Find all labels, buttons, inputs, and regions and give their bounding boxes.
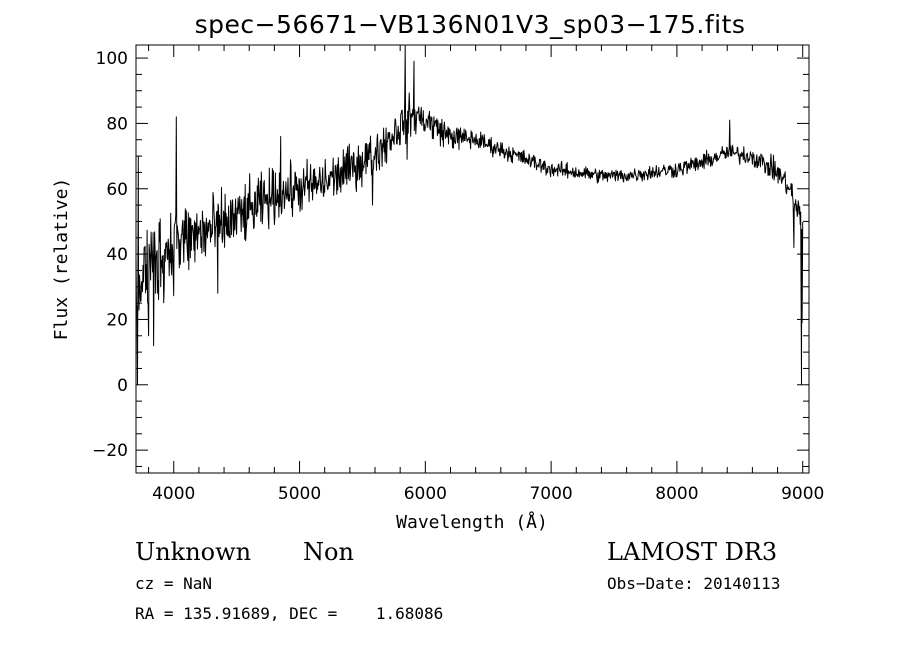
chart-title: spec−56671−VB136N01V3_sp03−175.fits [194,10,746,39]
object-subclass-label: Non [303,538,354,566]
x-tick-label: 4000 [152,484,195,504]
y-tick-label: −20 [92,441,128,461]
object-class-label: Unknown [135,538,252,566]
x-tick-label: 9000 [781,484,824,504]
y-tick-label: 20 [106,310,128,330]
y-tick-label: 0 [117,376,128,396]
x-axis-label: Wavelength (Å) [396,511,548,533]
y-tick-label: 60 [106,180,128,200]
y-tick-label: 40 [106,245,128,265]
coordinates-label: RA = 135.91689, DEC = 1.68086 [135,604,444,623]
redshift-label: cz = NaN [135,574,213,593]
x-tick-label: 5000 [278,484,321,504]
x-tick-label: 8000 [655,484,698,504]
spectrum-series-line [135,44,804,386]
axis-ticks [136,45,809,473]
plot-frame [135,44,810,474]
observation-date-label: Obs−Date: 20140113 [607,574,781,593]
axis-tick-labels: 4000 5000 6000 7000 8000 9000 −20 0 20 40 60 80 100 [92,49,824,504]
x-tick-label: 7000 [529,484,572,504]
y-tick-label: 100 [96,49,128,69]
y-tick-label: 80 [106,114,128,134]
x-tick-label: 6000 [404,484,447,504]
y-axis-label: Flux (relative) [51,178,72,341]
survey-label: LAMOST DR3 [607,538,778,566]
